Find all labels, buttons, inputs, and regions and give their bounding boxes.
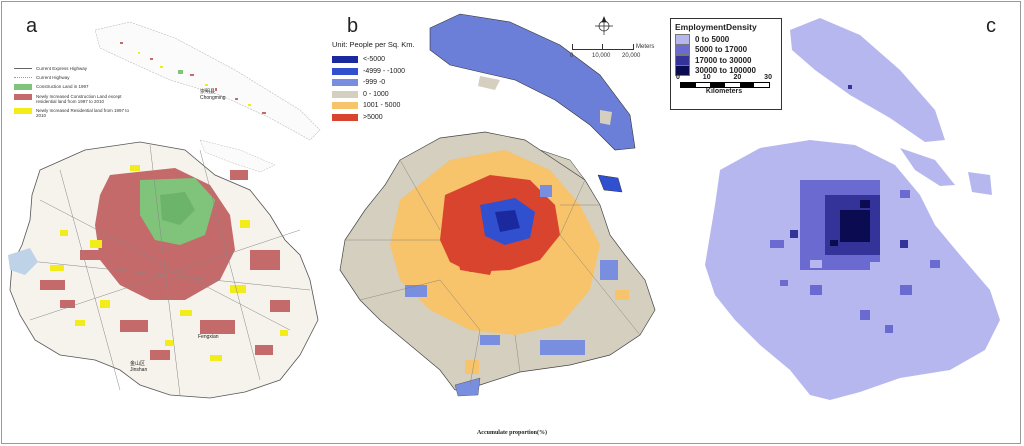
legend-title: EmploymentDensity <box>675 22 757 32</box>
swatch <box>332 90 358 98</box>
panel-b-scale-bar: Meters 0 10,000 20,000 <box>570 44 655 59</box>
swatch <box>332 79 358 87</box>
legend-express-highway: Current Express Highway <box>14 66 134 71</box>
legend-item: >5000 <box>332 112 415 124</box>
swatch <box>675 33 690 45</box>
panel-a-legend: Current Express Highway Current Highway … <box>14 66 134 122</box>
new-construction-swatch <box>14 94 32 100</box>
highway-line-icon <box>14 77 32 78</box>
legend-item: 0 - 1000 <box>332 89 415 101</box>
swatch <box>675 65 690 77</box>
scale-unit: Kilometers <box>705 88 743 95</box>
legend-highway: Current Highway <box>14 75 134 80</box>
legend-item: -999 -0 <box>332 77 415 89</box>
footer-caption: Accumulate proportion(%) <box>476 430 548 436</box>
legend-item: 30000 to 100000 <box>671 65 781 77</box>
place-jinshan-cn: 金山区 <box>130 361 146 367</box>
place-jinshan: Jinshan <box>130 367 148 373</box>
panel-b-map <box>339 13 656 397</box>
legend-item: 17000 to 30000 <box>671 54 781 66</box>
residential-swatch <box>14 108 32 114</box>
legend-item: 0 to 5000 <box>671 33 781 45</box>
panel-a-map <box>8 21 321 399</box>
panel-c-scale-bar: 0 10 20 30 Kilometers <box>676 74 772 95</box>
panel-b-legend: Unit: People per Sq. Km. <-5000 -4999 - … <box>332 40 415 123</box>
swatch <box>332 56 358 64</box>
place-chongming-cn: 崇明县 <box>200 89 216 95</box>
legend-construction-1997: Construction Land in 1997 <box>14 84 134 90</box>
swatch <box>675 44 690 56</box>
scale-bar-line: Meters <box>572 44 654 50</box>
legend-item: <-5000 <box>332 54 415 66</box>
legend-new-construction: Newly Increased Construction Land except… <box>14 94 134 104</box>
legend-item: 1001 - 5000 <box>332 100 415 112</box>
swatch <box>332 67 358 75</box>
place-fengxian: Fengxian <box>198 334 219 340</box>
legend-new-residential: Newly Increased Residential land from 19… <box>14 108 134 118</box>
legend-item: -4999 - -1000 <box>332 66 415 78</box>
panel-c-map <box>705 18 1000 400</box>
legend-item: 5000 to 17000 <box>671 44 781 56</box>
scale-bar-line <box>680 82 770 88</box>
swatch <box>332 102 358 110</box>
panel-a-label: a <box>26 15 38 37</box>
panel-b-label: b <box>347 15 359 37</box>
panel-c-label: c <box>986 15 996 37</box>
swatch <box>675 54 690 66</box>
legend-unit: Unit: People per Sq. Km. <box>332 40 415 49</box>
express-highway-line-icon <box>14 68 32 69</box>
construction-swatch <box>14 84 32 90</box>
swatch <box>332 113 358 121</box>
place-chongming: Chongming <box>200 95 226 101</box>
panel-c-legend: EmploymentDensity 0 to 5000 5000 to 1700… <box>670 18 782 110</box>
